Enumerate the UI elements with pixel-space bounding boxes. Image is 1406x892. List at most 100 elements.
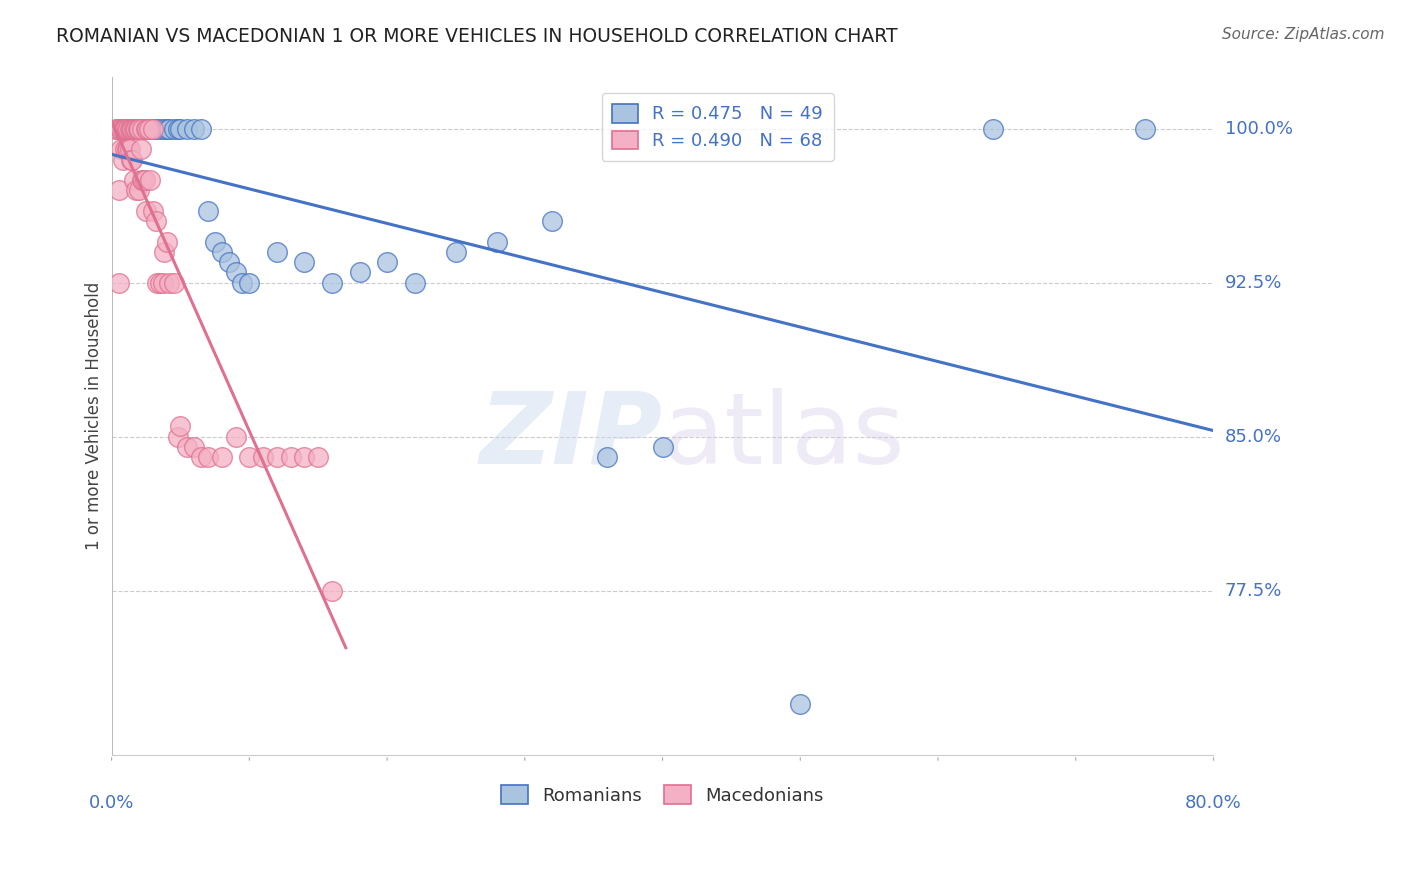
Point — [121, 121, 143, 136]
Point — [218, 255, 240, 269]
Point — [121, 121, 143, 136]
Point — [169, 419, 191, 434]
Point — [118, 121, 141, 136]
Point — [169, 121, 191, 136]
Point — [107, 183, 129, 197]
Point — [149, 276, 172, 290]
Point — [153, 244, 176, 259]
Text: 100.0%: 100.0% — [1225, 120, 1292, 137]
Point — [118, 142, 141, 156]
Point — [145, 214, 167, 228]
Y-axis label: 1 or more Vehicles in Household: 1 or more Vehicles in Household — [86, 282, 103, 550]
Point — [789, 697, 811, 711]
Point — [190, 121, 212, 136]
Point — [135, 203, 157, 218]
Point — [142, 121, 165, 136]
Point — [211, 244, 233, 259]
Point — [115, 142, 138, 156]
Point — [280, 450, 302, 465]
Point — [183, 440, 205, 454]
Point — [145, 121, 167, 136]
Point — [153, 121, 176, 136]
Point — [149, 121, 172, 136]
Text: 77.5%: 77.5% — [1225, 582, 1282, 599]
Point — [120, 153, 142, 167]
Point — [176, 440, 198, 454]
Point — [120, 121, 142, 136]
Point — [124, 121, 146, 136]
Point — [225, 265, 247, 279]
Point — [183, 121, 205, 136]
Point — [142, 121, 165, 136]
Point — [211, 450, 233, 465]
Point — [105, 121, 128, 136]
Point — [156, 235, 179, 249]
Point — [404, 276, 426, 290]
Point — [375, 255, 398, 269]
Point — [135, 121, 157, 136]
Point — [1133, 121, 1156, 136]
Point — [131, 173, 153, 187]
Point — [125, 121, 148, 136]
Point — [204, 235, 226, 249]
Point — [136, 121, 159, 136]
Point — [134, 173, 156, 187]
Point — [128, 121, 150, 136]
Point — [142, 121, 165, 136]
Point — [108, 121, 131, 136]
Point — [121, 153, 143, 167]
Point — [132, 173, 155, 187]
Point — [115, 121, 138, 136]
Point — [139, 173, 162, 187]
Point — [128, 121, 150, 136]
Point — [117, 142, 139, 156]
Point — [159, 121, 181, 136]
Point — [162, 121, 184, 136]
Point — [138, 121, 160, 136]
Text: 0.0%: 0.0% — [89, 794, 135, 812]
Point — [131, 121, 153, 136]
Point — [128, 183, 150, 197]
Point — [349, 265, 371, 279]
Point — [121, 121, 143, 136]
Point — [118, 121, 141, 136]
Point — [197, 203, 219, 218]
Legend: Romanians, Macedonians: Romanians, Macedonians — [492, 776, 832, 814]
Point — [117, 121, 139, 136]
Text: 92.5%: 92.5% — [1225, 274, 1282, 292]
Point — [122, 121, 145, 136]
Point — [125, 121, 148, 136]
Point — [110, 121, 132, 136]
Point — [152, 276, 174, 290]
Point — [114, 142, 136, 156]
Text: ZIP: ZIP — [479, 388, 662, 485]
Point — [231, 276, 253, 290]
Point — [107, 121, 129, 136]
Point — [122, 121, 145, 136]
Point — [166, 121, 188, 136]
Point — [129, 142, 152, 156]
Point — [156, 121, 179, 136]
Point — [135, 121, 157, 136]
Point — [266, 244, 288, 259]
Point — [111, 153, 134, 167]
Point — [159, 276, 181, 290]
Point — [294, 255, 316, 269]
Point — [111, 121, 134, 136]
Point — [238, 276, 260, 290]
Point — [117, 121, 139, 136]
Point — [120, 121, 142, 136]
Point — [114, 121, 136, 136]
Point — [444, 244, 467, 259]
Point — [266, 450, 288, 465]
Point — [110, 121, 132, 136]
Point — [128, 121, 150, 136]
Point — [321, 276, 343, 290]
Point — [176, 121, 198, 136]
Point — [225, 430, 247, 444]
Text: Source: ZipAtlas.com: Source: ZipAtlas.com — [1222, 27, 1385, 42]
Point — [162, 276, 184, 290]
Point — [127, 121, 149, 136]
Point — [981, 121, 1004, 136]
Point — [107, 276, 129, 290]
